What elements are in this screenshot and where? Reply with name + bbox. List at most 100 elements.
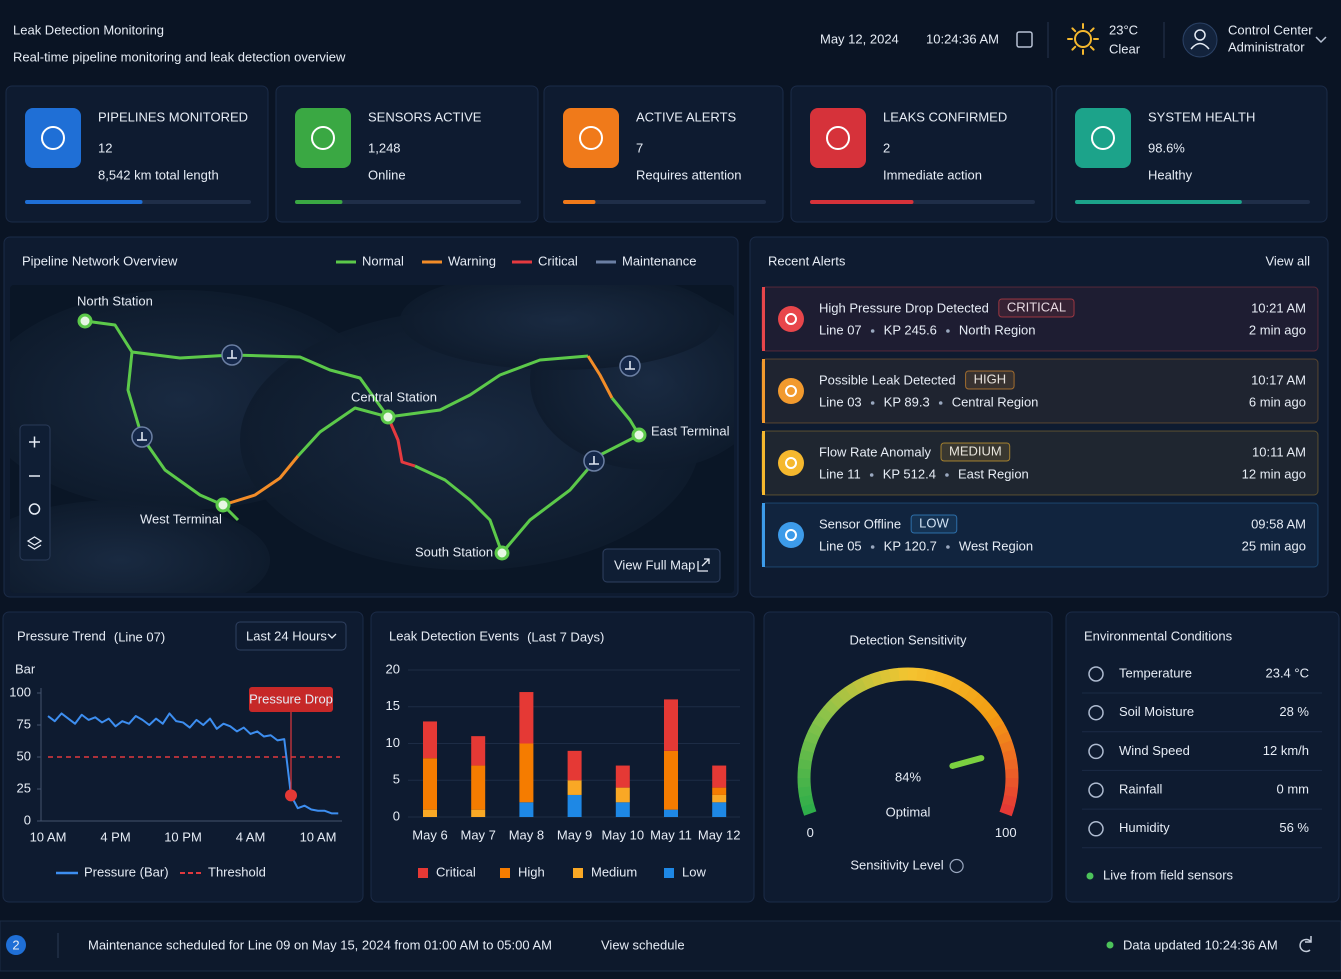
chart-title: Leak Detection Events bbox=[389, 628, 520, 643]
info-icon[interactable] bbox=[949, 858, 964, 874]
view-map-button[interactable] bbox=[602, 548, 721, 583]
gauge-arc bbox=[987, 714, 1004, 730]
alert-card[interactable] bbox=[761, 430, 1319, 496]
x-tick-label: 4 AM bbox=[236, 829, 266, 844]
gauge-tick-label: 100 bbox=[995, 825, 1017, 840]
gauge-arc bbox=[996, 731, 1012, 746]
alert-accent bbox=[762, 359, 765, 423]
gauge-arc bbox=[836, 687, 853, 704]
alerts-title: Recent Alerts bbox=[768, 253, 846, 268]
station[interactable] bbox=[380, 409, 396, 425]
station[interactable] bbox=[77, 313, 93, 329]
meta-separator bbox=[945, 473, 949, 477]
alert-icon bbox=[778, 450, 804, 476]
alert-severity: HIGH bbox=[974, 371, 1007, 386]
gauge-arc bbox=[970, 693, 987, 710]
gauge-arc bbox=[817, 706, 834, 723]
drop-point bbox=[285, 789, 297, 802]
layers[interactable] bbox=[26, 536, 43, 550]
alert-icon-glyph bbox=[785, 313, 797, 325]
gauge-arc bbox=[963, 687, 980, 704]
gauge-arc bbox=[804, 730, 820, 745]
kpi-subtext: Requires attention bbox=[636, 167, 742, 182]
env-value: 23.4 °C bbox=[1265, 665, 1309, 680]
legend-label: Maintenance bbox=[622, 253, 696, 268]
y-tick-label: 75 bbox=[17, 716, 31, 731]
range-dropdown[interactable] bbox=[235, 621, 347, 651]
alert-severity: CRITICAL bbox=[1007, 299, 1066, 314]
meta-separator bbox=[946, 329, 950, 333]
status-dot bbox=[1106, 941, 1114, 949]
kpi-icon-glyph bbox=[826, 126, 850, 150]
gauge-arc bbox=[879, 669, 892, 684]
station[interactable] bbox=[215, 497, 231, 513]
bar-segment bbox=[567, 794, 582, 817]
environment-title: Environmental Conditions bbox=[1084, 628, 1233, 643]
bar-segment bbox=[519, 743, 534, 803]
view-all-link[interactable]: View all bbox=[1265, 253, 1310, 268]
env-value: 12 km/h bbox=[1263, 743, 1309, 758]
schedule-link[interactable]: View schedule bbox=[601, 937, 685, 952]
meta-separator bbox=[946, 545, 950, 549]
page-title: Leak Detection Monitoring bbox=[13, 22, 164, 37]
maintenance-glyph bbox=[625, 361, 635, 370]
refresh-icon[interactable] bbox=[1299, 936, 1312, 953]
y-tick-label: 100 bbox=[9, 684, 31, 699]
notification-badge bbox=[6, 935, 26, 955]
env-value: 56 % bbox=[1279, 820, 1309, 835]
pressure-line bbox=[47, 712, 339, 815]
meta-separator bbox=[870, 329, 875, 333]
station[interactable] bbox=[631, 427, 647, 443]
kpi-icon bbox=[810, 108, 866, 168]
user-menu-chevron[interactable] bbox=[1315, 36, 1327, 44]
bar-segment bbox=[567, 750, 582, 781]
gauge-arc bbox=[941, 674, 956, 690]
alert-time: 10:11 AM bbox=[1252, 444, 1306, 459]
maintenance-glyph bbox=[137, 432, 147, 441]
footer-bar bbox=[0, 920, 1341, 972]
pipeline bbox=[222, 455, 300, 507]
legend-label: Warning bbox=[448, 253, 496, 268]
legend-label: Medium bbox=[591, 864, 637, 879]
y-axis-label: Bar bbox=[15, 661, 36, 676]
temperature: 23°C bbox=[1109, 22, 1138, 37]
calendar-icon[interactable] bbox=[1016, 31, 1033, 48]
gauge-arc bbox=[982, 706, 999, 723]
leak-events-panel bbox=[370, 611, 755, 903]
alert-meta: KP 120.7 bbox=[884, 538, 937, 553]
gauge-arc bbox=[999, 803, 1015, 817]
gauge-arc bbox=[799, 748, 814, 762]
env-value: 0 mm bbox=[1277, 782, 1310, 797]
station[interactable] bbox=[494, 545, 510, 561]
kpi-progress bbox=[25, 200, 143, 204]
range-label[interactable]: Last 24 Hours bbox=[246, 628, 327, 643]
station-label: West Terminal bbox=[140, 511, 222, 526]
alert-card[interactable] bbox=[761, 286, 1319, 352]
updated-time: Data updated 10:24:36 AM bbox=[1123, 937, 1278, 952]
bar-segment bbox=[519, 692, 534, 744]
kpi-progress bbox=[295, 200, 343, 204]
alert-card[interactable] bbox=[761, 358, 1319, 424]
x-tick-label: 4 PM bbox=[100, 829, 130, 844]
alert-title: Sensor Offline bbox=[819, 516, 901, 531]
locate[interactable] bbox=[28, 503, 41, 515]
gauge-arc bbox=[933, 671, 947, 687]
gauge-arc bbox=[870, 671, 884, 687]
dropdown-chevron bbox=[327, 633, 337, 639]
kpi-subtext: 8,542 km total length bbox=[98, 167, 219, 182]
gauge-panel bbox=[763, 611, 1053, 903]
alert-age: 6 min ago bbox=[1249, 394, 1306, 409]
alert-meta: Central Region bbox=[952, 394, 1039, 409]
legend-label: High bbox=[518, 864, 545, 879]
gauge-needle bbox=[949, 755, 985, 769]
y-tick-label: 0 bbox=[393, 808, 400, 823]
alert-card[interactable] bbox=[761, 502, 1319, 568]
env-label: Rainfall bbox=[1119, 782, 1162, 797]
bar-segment bbox=[471, 765, 486, 810]
zoom-in[interactable] bbox=[29, 436, 40, 448]
env-icon bbox=[1088, 743, 1104, 760]
view-map-label[interactable]: View Full Map bbox=[614, 557, 695, 572]
env-note: Live from field sensors bbox=[1103, 867, 1234, 882]
alert-icon bbox=[778, 522, 804, 548]
alert-time: 10:21 AM bbox=[1251, 300, 1306, 315]
